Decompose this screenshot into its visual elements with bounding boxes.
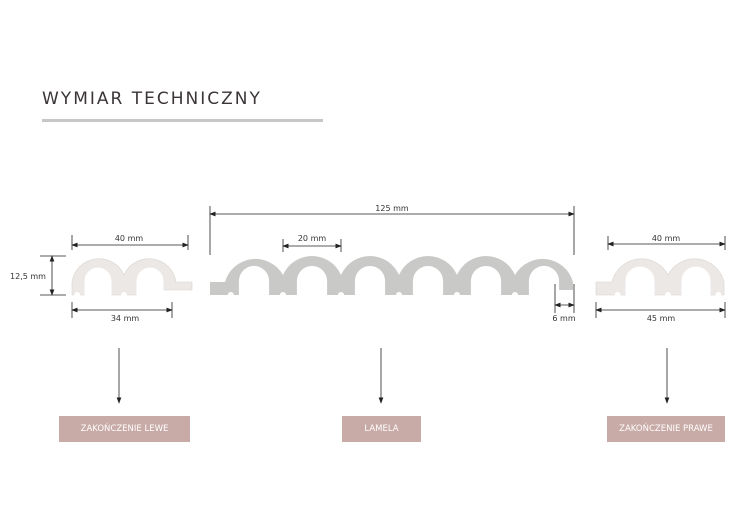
- profile-notch: [167, 292, 174, 298]
- profile-notch: [396, 292, 402, 298]
- left-end-profile: [71, 258, 193, 298]
- label-lamela: LAMELA: [342, 416, 421, 442]
- profile-cutout: [625, 266, 655, 296]
- profile-notch: [338, 292, 344, 298]
- profile-notch: [454, 292, 460, 298]
- profile-notch: [512, 292, 518, 298]
- label-left-end: ZAKOŃCZENIE LEWE: [59, 416, 190, 442]
- left-height-label: 12,5 mm: [10, 272, 46, 281]
- title-underline: [42, 119, 323, 122]
- profile-notch: [280, 292, 286, 298]
- profile-notch: [74, 292, 81, 298]
- left-width-top-label: 40 mm: [115, 234, 144, 243]
- lamela-profile: [210, 255, 573, 298]
- profile-notch: [614, 292, 621, 298]
- lamela-offset-label: 6 mm: [552, 314, 575, 323]
- profile-notch: [665, 292, 671, 298]
- right-width-bottom-label: 45 mm: [647, 314, 676, 323]
- profile-cutout: [136, 267, 164, 296]
- profile-cutout: [84, 267, 112, 296]
- left-width-bottom-label: 34 mm: [111, 314, 140, 323]
- profile-cutout: [681, 266, 711, 296]
- profile-notch: [227, 292, 234, 298]
- profile-cutout: [238, 265, 270, 296]
- right-width-top-label: 40 mm: [652, 234, 681, 243]
- profile-cutout: [528, 265, 560, 296]
- profile-notch: [121, 292, 127, 298]
- page-title: WYMIAR TECHNICZNY: [42, 89, 262, 109]
- label-right-end: ZAKOŃCZENIE PRAWE: [607, 416, 725, 442]
- right-end-profile: [595, 258, 725, 298]
- profile-cutout: [412, 265, 444, 296]
- lamela-total-label: 125 mm: [375, 204, 409, 213]
- profile-cutout: [354, 265, 386, 296]
- lamela-pitch-label: 20 mm: [298, 234, 327, 243]
- profile-cutout: [470, 265, 502, 296]
- profile-notch: [564, 292, 571, 298]
- profile-notch: [715, 292, 722, 298]
- profile-cutout: [296, 265, 328, 296]
